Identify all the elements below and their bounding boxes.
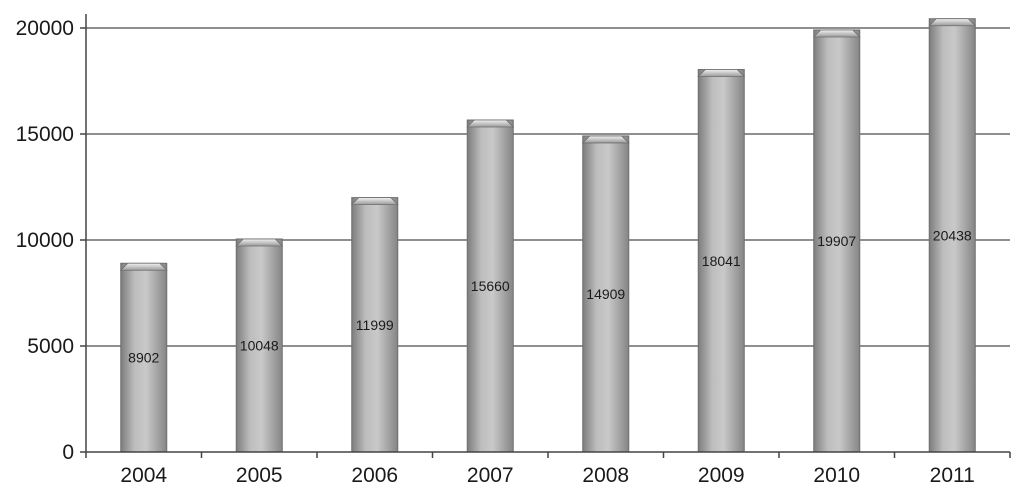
bar	[582, 135, 630, 453]
bar-cap	[235, 238, 284, 247]
data-label: 14909	[586, 286, 625, 302]
x-tick-label: 2010	[813, 464, 860, 487]
x-tick-label: 2005	[236, 464, 283, 487]
y-tick-labels: 0 5000 10000 15000 20000	[16, 17, 74, 464]
data-label: 11999	[356, 317, 394, 333]
data-label: 10048	[240, 337, 279, 353]
gridlines	[86, 27, 1010, 347]
x-tick-label: 2008	[582, 464, 629, 487]
x-tick-label: 2009	[698, 464, 745, 487]
axes	[80, 14, 1011, 458]
bar	[120, 262, 168, 453]
y-tick-label: 15000	[16, 123, 74, 146]
bar	[813, 29, 861, 453]
y-tick-label: 20000	[16, 17, 74, 40]
x-tick-label: 2011	[930, 464, 975, 487]
y-tick-label: 5000	[27, 335, 74, 358]
bar-cap	[350, 197, 399, 206]
bar	[928, 18, 976, 453]
data-label: 15660	[471, 278, 510, 294]
y-tick-label: 0	[62, 441, 74, 464]
data-labels: 8902 10048 11999 15660 14909 18041 19907 20438	[128, 227, 972, 365]
bar-cap	[119, 262, 168, 271]
bar-cap	[466, 119, 515, 128]
bars	[119, 18, 977, 453]
bar-cap	[581, 135, 630, 144]
x-tick-label: 2007	[467, 464, 514, 487]
bar	[697, 69, 745, 453]
data-label: 18041	[702, 253, 741, 269]
bar-cap	[928, 18, 977, 27]
x-tick-labels: 2004 2005 2006 2007 2008 2009 2010 2011	[120, 464, 974, 487]
bar-cap	[697, 69, 746, 77]
data-label: 8902	[128, 350, 159, 366]
x-tick-label: 2006	[351, 464, 398, 487]
x-tick-label: 2004	[120, 464, 167, 487]
y-tick-label: 10000	[16, 229, 74, 252]
bar	[235, 238, 283, 453]
data-label: 20438	[933, 227, 972, 243]
data-label: 19907	[817, 233, 856, 249]
bar-cap	[812, 29, 861, 38]
